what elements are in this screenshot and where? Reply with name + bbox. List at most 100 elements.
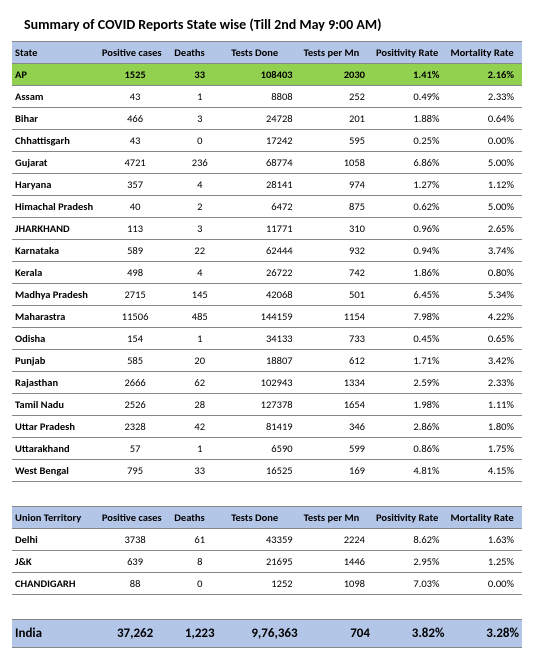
table-cell: 0 xyxy=(171,130,228,152)
table-cell: 1 xyxy=(171,86,228,108)
table-cell: 3.28% xyxy=(447,620,522,648)
table-cell: 2.95% xyxy=(373,551,447,573)
table-cell: 1 xyxy=(171,438,228,460)
table-cell: Madhya Pradesh xyxy=(12,284,99,306)
table-cell: 0.80% xyxy=(447,262,522,284)
table-row: Uttar Pradesh232842814193462.86%1.80% xyxy=(12,416,522,438)
table-cell: 16525 xyxy=(228,460,300,482)
table-cell: 3 xyxy=(171,218,228,240)
table-cell: 2.65% xyxy=(447,218,522,240)
table-cell: 61 xyxy=(171,529,228,551)
table-cell: CHANDIGARH xyxy=(12,573,99,595)
table-row: Kerala4984267227421.86%0.80% xyxy=(12,262,522,284)
table-cell: Bihar xyxy=(12,108,99,130)
table-cell: 18807 xyxy=(228,350,300,372)
header-cell: Positive cases xyxy=(99,507,171,529)
table-cell: 5.00% xyxy=(447,196,522,218)
table-cell: Uttar Pradesh xyxy=(12,416,99,438)
table-cell: 1.27% xyxy=(373,174,447,196)
table-cell: 485 xyxy=(171,306,228,328)
table-cell: 17242 xyxy=(228,130,300,152)
table-cell: 0.86% xyxy=(373,438,447,460)
table-cell: 28 xyxy=(171,394,228,416)
table-cell: 8.62% xyxy=(373,529,447,551)
header-cell: Tests per Mn xyxy=(301,42,373,64)
table-cell: 8 xyxy=(171,551,228,573)
table-cell: India xyxy=(12,620,99,648)
table-cell: 875 xyxy=(301,196,373,218)
table-cell: 0.65% xyxy=(447,328,522,350)
table-cell: 0.62% xyxy=(373,196,447,218)
table-cell: 37,262 xyxy=(99,620,171,648)
table-cell: 310 xyxy=(301,218,373,240)
table-cell: 2.86% xyxy=(373,416,447,438)
table-cell: 7.03% xyxy=(373,573,447,595)
table-row: India37,2621,2239,76,3637043.82%3.28% xyxy=(12,620,522,648)
table-cell: 3 xyxy=(171,108,228,130)
table-cell: 6.86% xyxy=(373,152,447,174)
table-cell: 144159 xyxy=(228,306,300,328)
table-row: Uttarakhand57165905990.86%1.75% xyxy=(12,438,522,460)
table-cell: 0.94% xyxy=(373,240,447,262)
table-cell: 68774 xyxy=(228,152,300,174)
table-cell: 346 xyxy=(301,416,373,438)
table-row: AP15253310840320301.41%2.16% xyxy=(12,64,522,86)
table-row: Punjab58520188076121.71%3.42% xyxy=(12,350,522,372)
table-cell: 742 xyxy=(301,262,373,284)
header-cell: Positivity Rate xyxy=(373,42,447,64)
header-cell: Mortality Rate xyxy=(447,42,522,64)
table-cell: 57 xyxy=(99,438,171,460)
table-cell: 589 xyxy=(99,240,171,262)
table-cell: 1098 xyxy=(301,573,373,595)
table-cell: 43 xyxy=(99,86,171,108)
table-cell: 9,76,363 xyxy=(228,620,300,648)
table-cell: 599 xyxy=(301,438,373,460)
table-cell: 1.41% xyxy=(373,64,447,86)
table-cell: 0.00% xyxy=(447,573,522,595)
header-cell: State xyxy=(12,42,99,64)
table-row: Delhi3738614335922248.62%1.63% xyxy=(12,529,522,551)
table-row: J&K63982169514462.95%1.25% xyxy=(12,551,522,573)
table-cell: 5.00% xyxy=(447,152,522,174)
table-cell: 4.15% xyxy=(447,460,522,482)
table-cell: 8808 xyxy=(228,86,300,108)
table-cell: 0 xyxy=(171,573,228,595)
table-cell: Karnataka xyxy=(12,240,99,262)
table-cell: 2.33% xyxy=(447,86,522,108)
table-cell: 4 xyxy=(171,174,228,196)
table-cell: 42 xyxy=(171,416,228,438)
table-cell: J&K xyxy=(12,551,99,573)
table-cell: 88 xyxy=(99,573,171,595)
table-row: Rajasthan26666210294313342.59%2.33% xyxy=(12,372,522,394)
table-row: Haryana3574281419741.27%1.12% xyxy=(12,174,522,196)
table-cell: 2715 xyxy=(99,284,171,306)
table-cell: 145 xyxy=(171,284,228,306)
table-cell: 4 xyxy=(171,262,228,284)
header-row: StatePositive casesDeathsTests DoneTests… xyxy=(12,42,522,64)
table-cell: 20 xyxy=(171,350,228,372)
table-cell: 2 xyxy=(171,196,228,218)
table-cell: 4721 xyxy=(99,152,171,174)
table-cell: 21695 xyxy=(228,551,300,573)
table-cell: 34133 xyxy=(228,328,300,350)
table-cell: 154 xyxy=(99,328,171,350)
table-row: JHARKHAND1133117713100.96%2.65% xyxy=(12,218,522,240)
blank-row xyxy=(12,482,522,507)
table-row: Madhya Pradesh2715145420685016.45%5.34% xyxy=(12,284,522,306)
table-cell: 1.12% xyxy=(447,174,522,196)
table-cell: 1.88% xyxy=(373,108,447,130)
table-cell: Tamil Nadu xyxy=(12,394,99,416)
table-cell: 2328 xyxy=(99,416,171,438)
table-cell: 113 xyxy=(99,218,171,240)
header-cell: Tests Done xyxy=(228,507,300,529)
table-cell: 33 xyxy=(171,460,228,482)
table-cell: Himachal Pradesh xyxy=(12,196,99,218)
table-row: Himachal Pradesh40264728750.62%5.00% xyxy=(12,196,522,218)
table-cell: 974 xyxy=(301,174,373,196)
table-cell: 4.22% xyxy=(447,306,522,328)
table-cell: 2224 xyxy=(301,529,373,551)
table-cell: 3.42% xyxy=(447,350,522,372)
table-cell: 704 xyxy=(301,620,373,648)
table-cell: 2.33% xyxy=(447,372,522,394)
table-cell: 24728 xyxy=(228,108,300,130)
